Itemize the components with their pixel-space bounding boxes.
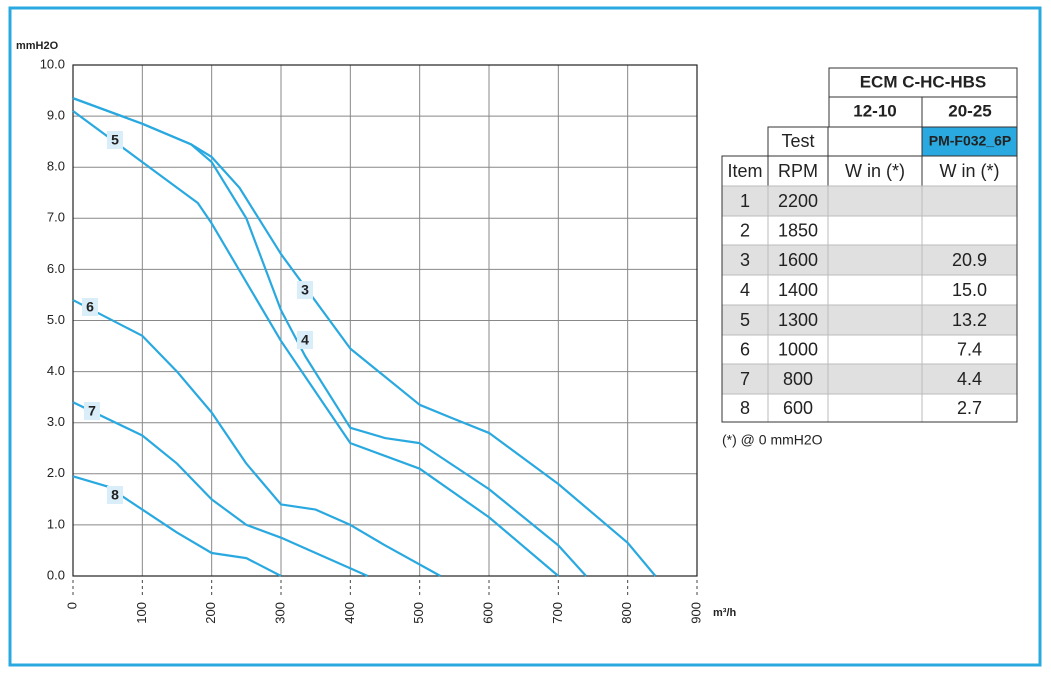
curve-label: 8 bbox=[111, 487, 119, 503]
table-cell bbox=[921, 126, 1018, 157]
x-tick-label: 300 bbox=[272, 602, 287, 624]
row-shade bbox=[722, 305, 1017, 335]
curve-label-box bbox=[107, 131, 123, 149]
table-text: 4 bbox=[740, 280, 750, 300]
y-tick-label: 3.0 bbox=[47, 414, 65, 429]
table-text: 12-10 bbox=[853, 101, 896, 120]
table-text: 4.4 bbox=[957, 369, 982, 389]
table-text: W in (*) bbox=[845, 161, 905, 181]
curve bbox=[72, 110, 560, 577]
table-cell bbox=[921, 215, 1018, 246]
curve bbox=[72, 97, 587, 577]
table-text: 800 bbox=[783, 369, 813, 389]
table-text: ECM C-HC-HBS bbox=[860, 72, 987, 91]
table-text: Item bbox=[727, 161, 762, 181]
table-text: 1400 bbox=[778, 280, 818, 300]
y-tick-label: 9.0 bbox=[47, 108, 65, 123]
y-tick-label: 5.0 bbox=[47, 312, 65, 327]
table-text: 13.2 bbox=[952, 310, 987, 330]
table-text: Test bbox=[781, 131, 814, 151]
row-shade bbox=[722, 186, 1017, 216]
table-text: 1300 bbox=[778, 310, 818, 330]
x-tick-label: 900 bbox=[688, 602, 703, 624]
x-tick-label: 400 bbox=[342, 602, 357, 624]
table-text: 1000 bbox=[778, 339, 818, 359]
y-tick-label: 2.0 bbox=[47, 465, 65, 480]
y-axis-label: mmH2O bbox=[16, 40, 59, 52]
table-border bbox=[721, 155, 1018, 423]
row-shade bbox=[722, 364, 1017, 394]
table-text: 3 bbox=[740, 250, 750, 270]
curve-label-box bbox=[297, 281, 313, 299]
table-text: 600 bbox=[783, 398, 813, 418]
table-text: 1600 bbox=[778, 250, 818, 270]
y-tick-label: 8.0 bbox=[47, 159, 65, 174]
table-text: 2200 bbox=[778, 191, 818, 211]
frame bbox=[8, 6, 1042, 667]
plot-border bbox=[72, 64, 698, 577]
y-tick-label: 7.0 bbox=[47, 210, 65, 225]
row-shade bbox=[722, 245, 1017, 275]
table-text: 7 bbox=[740, 369, 750, 389]
table-text: 20-25 bbox=[948, 101, 991, 120]
x-tick-label: 200 bbox=[203, 602, 218, 624]
table-cell bbox=[827, 215, 923, 246]
curve-label-box bbox=[297, 331, 313, 349]
x-tick-label: 700 bbox=[550, 602, 565, 624]
table-text: 8 bbox=[740, 398, 750, 418]
table-text: PM-F032_6P bbox=[929, 133, 1011, 149]
table-text: 5 bbox=[740, 310, 750, 330]
curve-label: 4 bbox=[301, 332, 309, 348]
table-text: 2.7 bbox=[957, 398, 982, 418]
table-text: W in (*) bbox=[940, 161, 1000, 181]
table-text: RPM bbox=[778, 161, 818, 181]
footnote: (*) @ 0 mmH2O bbox=[722, 432, 823, 448]
table-text: 1 bbox=[740, 191, 750, 211]
curve-label: 7 bbox=[88, 403, 96, 419]
table-text: 1850 bbox=[778, 220, 818, 240]
x-tick-label: 500 bbox=[411, 602, 426, 624]
x-tick-label: 600 bbox=[480, 602, 495, 624]
curve-label-box bbox=[82, 298, 98, 316]
x-tick-label: 0 bbox=[64, 602, 79, 609]
table-cell bbox=[827, 126, 923, 157]
y-tick-label: 1.0 bbox=[47, 516, 65, 531]
x-tick-label: 100 bbox=[134, 602, 149, 624]
y-tick-label: 6.0 bbox=[47, 261, 65, 276]
table-text: 20.9 bbox=[952, 250, 987, 270]
x-axis-label: m³/h bbox=[713, 607, 737, 619]
table-text: 6 bbox=[740, 339, 750, 359]
curve bbox=[72, 401, 369, 578]
y-tick-label: 10.0 bbox=[40, 56, 65, 71]
curve-label: 6 bbox=[86, 299, 94, 315]
table-text: 7.4 bbox=[957, 339, 982, 359]
curve-label-box bbox=[107, 486, 123, 504]
y-tick-label: 4.0 bbox=[47, 363, 65, 378]
x-tick-label: 800 bbox=[619, 602, 634, 624]
curve-label-box bbox=[84, 402, 100, 420]
y-tick-label: 0.0 bbox=[47, 567, 65, 582]
curve bbox=[72, 299, 441, 577]
table-cell bbox=[827, 334, 923, 365]
curve-label: 3 bbox=[301, 282, 309, 298]
table-text: 15.0 bbox=[952, 280, 987, 300]
table-cell bbox=[827, 393, 923, 423]
curve-label: 5 bbox=[111, 132, 119, 148]
table-cell bbox=[827, 274, 923, 306]
table-text: 2 bbox=[740, 220, 750, 240]
